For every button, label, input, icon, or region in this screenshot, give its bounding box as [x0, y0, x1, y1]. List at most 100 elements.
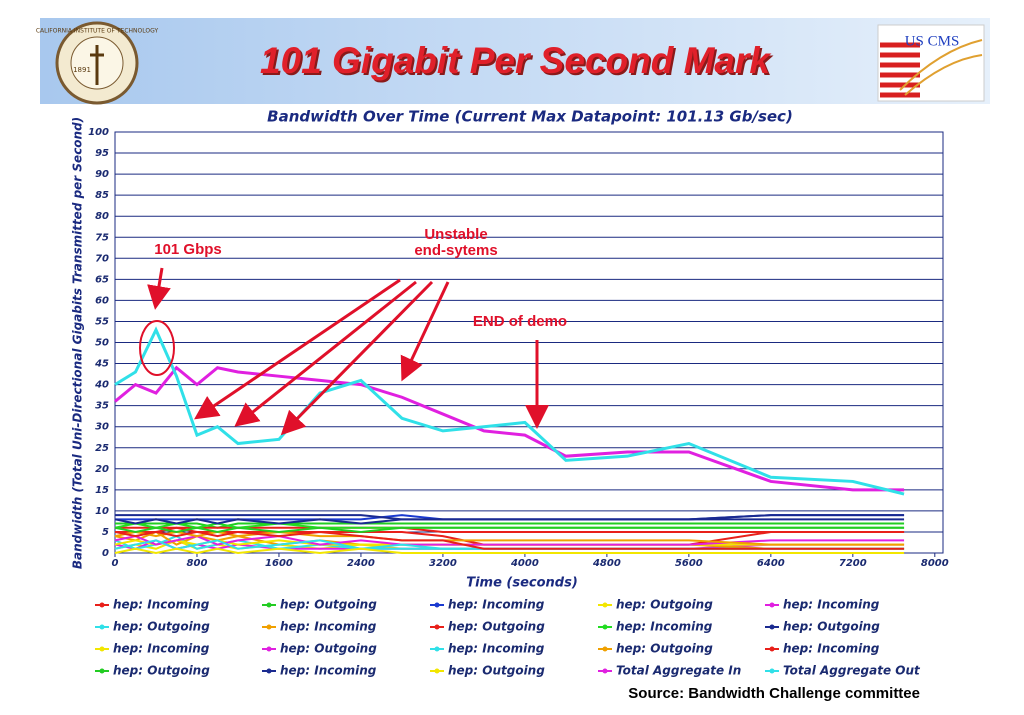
legend-marker [602, 646, 608, 652]
series-line [114, 526, 905, 533]
legend-marker [99, 624, 105, 630]
legend-label: hep: Incoming [113, 598, 210, 612]
legend-label: hep: Outgoing [113, 664, 210, 678]
y-tick-label: 0 [102, 548, 109, 559]
x-tick-label: 800 [187, 558, 208, 569]
chart-title: Bandwidth Over Time (Current Max Datapoi… [267, 108, 793, 126]
x-tick-label: 4000 [510, 558, 539, 569]
legend-marker [602, 668, 608, 674]
annotation: Unstable [424, 226, 487, 243]
x-tick-label: 0 [112, 558, 119, 569]
x-tick-label: 6400 [757, 558, 785, 569]
series-line [114, 547, 905, 555]
y-tick-label: 100 [88, 127, 109, 138]
series-line [114, 365, 905, 492]
arrow [280, 280, 434, 436]
legend-label: hep: Incoming [280, 664, 377, 678]
annotation: 101 Gbps [154, 241, 222, 258]
x-tick-label: 1600 [265, 558, 293, 569]
y-tick-label: 50 [95, 338, 109, 349]
x-tick-label: 2400 [347, 558, 375, 569]
legend-marker [769, 602, 775, 608]
y-tick-label: 75 [95, 232, 109, 243]
series-line [114, 326, 905, 496]
slide-title-shadow: 101 Gigabit Per Second Mark [262, 42, 774, 83]
legend-label: hep: Incoming [448, 642, 545, 656]
y-tick-label: 70 [95, 253, 109, 264]
legend-label: hep: Incoming [448, 598, 545, 612]
legend-marker [266, 602, 272, 608]
y-tick-label: 15 [95, 485, 109, 496]
legend-label: hep: Outgoing [448, 664, 545, 678]
right-logo: US CMS [877, 24, 985, 102]
x-tick-label: 3200 [429, 558, 457, 569]
y-tick-label: 10 [95, 506, 109, 517]
y-tick-label: 95 [95, 148, 109, 159]
legend-marker [266, 668, 272, 674]
y-tick-label: 45 [94, 359, 109, 370]
legend-label: hep: Incoming [113, 642, 210, 656]
legend-label: hep: Outgoing [113, 620, 210, 634]
legend-label: Total Aggregate In [616, 664, 741, 678]
series-line [114, 518, 905, 525]
x-tick-label: 4800 [592, 558, 621, 569]
y-tick-label: 65 [95, 274, 109, 285]
legend-marker [769, 624, 775, 630]
legend-marker [434, 646, 440, 652]
legend-label: hep: Outgoing [280, 598, 377, 612]
y-tick-label: 55 [95, 316, 109, 327]
logo-text: CALIFORNIA INSTITUTE OF TECHNOLOGY [36, 28, 159, 35]
annotation: END of demo [473, 313, 567, 330]
slide-title: 101 Gigabit Per Second Mark [260, 40, 772, 81]
x-tick-label: 5600 [675, 558, 703, 569]
legend-marker [99, 668, 105, 674]
legend-label: hep: Incoming [616, 620, 713, 634]
annotations: 101 Gbps Unstable end-sytems END of demo [139, 226, 567, 436]
legend-label: hep: Outgoing [616, 642, 713, 656]
logo-year: 1891 [73, 66, 91, 74]
legend: hep: Incoming hep: Outgoing hep: Incoming h… [95, 598, 921, 678]
legend-label: hep: Incoming [280, 620, 377, 634]
legend-label: Total Aggregate Out [783, 664, 921, 678]
y-tick-label: 5 [102, 527, 109, 538]
y-tick-label: 60 [95, 295, 109, 306]
legend-marker [99, 602, 105, 608]
x-tick-label: 7200 [839, 558, 867, 569]
y-axis-label: Bandwidth (Total Uni-Directional Gigabit… [71, 117, 85, 569]
x-axis-label: Time (seconds) [466, 576, 578, 591]
legend-label: hep: Incoming [783, 598, 880, 612]
series-line [114, 535, 905, 546]
arrow [194, 278, 401, 420]
y-tick-label: 80 [95, 211, 109, 222]
arrow [234, 280, 417, 427]
y-tick-label: 25 [95, 443, 109, 454]
legend-marker [99, 646, 105, 652]
legend-marker [602, 602, 608, 608]
highlight [139, 320, 175, 376]
legend-marker [602, 624, 608, 630]
logo-text: US CMS [905, 33, 960, 49]
legend-marker [434, 668, 440, 674]
y-tick-label: 40 [94, 380, 109, 391]
left-logo: CALIFORNIA INSTITUTE OF TECHNOLOGY 1891 [36, 21, 159, 105]
legend-marker [266, 646, 272, 652]
series-line [114, 530, 905, 550]
x-tick-label: 8000 [921, 558, 949, 569]
banner [40, 18, 990, 104]
plot: 0 5 10 15 20 25 30 35 40 45 50 55 60 65 70 75 80 85 90 95 10… [88, 127, 949, 569]
y-tick-label: 20 [95, 464, 109, 475]
legend-label: hep: Outgoing [616, 598, 713, 612]
legend-marker [769, 646, 775, 652]
y-tick-label: 90 [95, 169, 109, 180]
legend-marker [434, 624, 440, 630]
legend-marker [769, 668, 775, 674]
legend-label: hep: Outgoing [280, 642, 377, 656]
legend-marker [266, 624, 272, 630]
annotation: end-sytems [414, 242, 497, 259]
arrow [400, 281, 450, 382]
arrow [147, 267, 171, 310]
y-tick-label: 85 [95, 190, 109, 201]
legend-label: hep: Incoming [783, 642, 880, 656]
